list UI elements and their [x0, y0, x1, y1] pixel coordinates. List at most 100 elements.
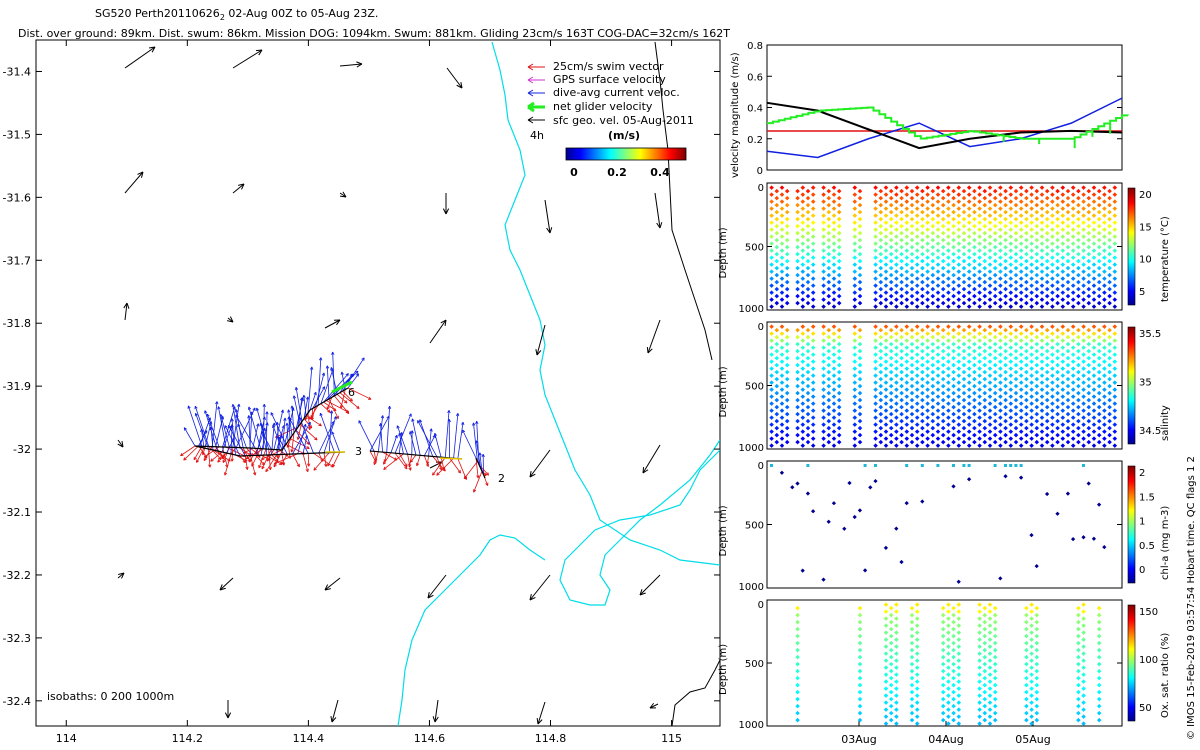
profile-point	[987, 324, 993, 329]
profile-point	[888, 341, 894, 347]
profile-point	[1081, 401, 1086, 406]
profile-point	[1107, 265, 1112, 271]
profile-point	[1065, 404, 1071, 410]
current-vector-head	[265, 411, 269, 415]
profile-point	[935, 276, 941, 281]
profile-point	[769, 262, 774, 267]
profile-point	[1013, 369, 1019, 375]
profile-point	[836, 279, 842, 285]
profile-point	[1039, 380, 1045, 385]
current-vector	[211, 401, 218, 447]
current-vector-head	[194, 412, 198, 417]
chl-surface-point	[920, 464, 924, 467]
profile-point	[1039, 283, 1045, 288]
profile-point	[1070, 185, 1076, 190]
profile-point	[946, 290, 951, 295]
profile-point	[774, 348, 780, 354]
profile-point	[769, 331, 774, 336]
profile-point	[909, 376, 915, 382]
profile-point	[977, 366, 982, 371]
current-vector-head	[319, 357, 323, 361]
profile-point	[1039, 297, 1045, 302]
profile-point	[1013, 258, 1019, 264]
profile-point	[1003, 348, 1008, 354]
profile-point	[1013, 362, 1019, 368]
profile-point	[1055, 272, 1060, 278]
profile-point	[977, 700, 982, 705]
profile-point	[883, 700, 889, 705]
profile-point	[769, 304, 774, 309]
sfc-geo-arrow-head	[356, 61, 363, 68]
profile-point	[1018, 422, 1024, 427]
profile-point	[1076, 355, 1081, 361]
profile-point	[826, 334, 832, 340]
profile-point	[1055, 425, 1060, 431]
profile-point	[946, 269, 951, 274]
profile-point	[998, 366, 1003, 371]
profile-point	[821, 366, 826, 371]
profile-point	[899, 341, 904, 347]
swim-vector-head	[457, 470, 461, 474]
chl-point	[857, 508, 863, 513]
profile-point	[821, 436, 826, 441]
profile-point	[1081, 255, 1086, 260]
profile-point	[805, 293, 811, 299]
chl-surface-point	[1019, 464, 1023, 467]
profile-point	[1096, 341, 1102, 347]
current-vector	[221, 425, 232, 453]
current-vector	[394, 413, 412, 454]
profile-point	[1029, 331, 1034, 336]
profile-point	[1107, 327, 1112, 333]
profile-point	[784, 362, 790, 368]
chl-point	[868, 485, 873, 490]
net-glider-velocity	[331, 380, 353, 394]
profile-point	[836, 362, 842, 368]
profile-point	[821, 380, 826, 385]
profile-point	[800, 443, 806, 448]
profile-point	[909, 633, 915, 639]
profile-point	[987, 623, 993, 628]
current-vector	[320, 368, 334, 404]
profile-point	[883, 443, 889, 448]
swim-vector-head	[425, 463, 430, 467]
profile-point	[1008, 436, 1014, 441]
profile-point	[1029, 185, 1034, 190]
current-vector	[295, 387, 303, 422]
profile-point	[1081, 352, 1086, 357]
profile-point	[1008, 352, 1014, 357]
profile-point	[935, 352, 941, 357]
profile-point	[784, 279, 790, 285]
profile-point	[1091, 394, 1097, 399]
sfc-geo-arrow	[324, 577, 341, 591]
profile-point	[1107, 411, 1112, 417]
profile-point	[821, 331, 826, 336]
profile-point	[1008, 408, 1014, 413]
profile-point	[831, 324, 837, 329]
profile-point	[857, 383, 863, 389]
current-vector	[183, 427, 196, 447]
current-vector-head	[279, 435, 283, 439]
profile-point	[1055, 369, 1060, 375]
profile-point	[1034, 605, 1040, 611]
profile-point	[857, 258, 863, 264]
legend-label-net: net glider velocity	[553, 100, 653, 113]
swim-vector-head	[261, 461, 265, 466]
profile-point	[894, 338, 899, 343]
profile-point	[1050, 304, 1055, 309]
profile-point	[946, 331, 951, 336]
chl-point	[1055, 511, 1060, 516]
profile-point	[1081, 227, 1086, 232]
current-vector	[347, 373, 359, 389]
profile-point	[956, 304, 962, 309]
map-xtick-label: 114.4	[293, 732, 325, 745]
profile-point	[987, 373, 993, 378]
profile-point	[1102, 394, 1107, 399]
current-vector-head	[325, 365, 330, 369]
profile-point	[1039, 234, 1045, 239]
profile-point	[774, 439, 780, 445]
profile-point	[966, 366, 972, 371]
profile-point	[878, 397, 884, 403]
chl-point	[1034, 563, 1039, 569]
profile-point	[831, 338, 837, 343]
